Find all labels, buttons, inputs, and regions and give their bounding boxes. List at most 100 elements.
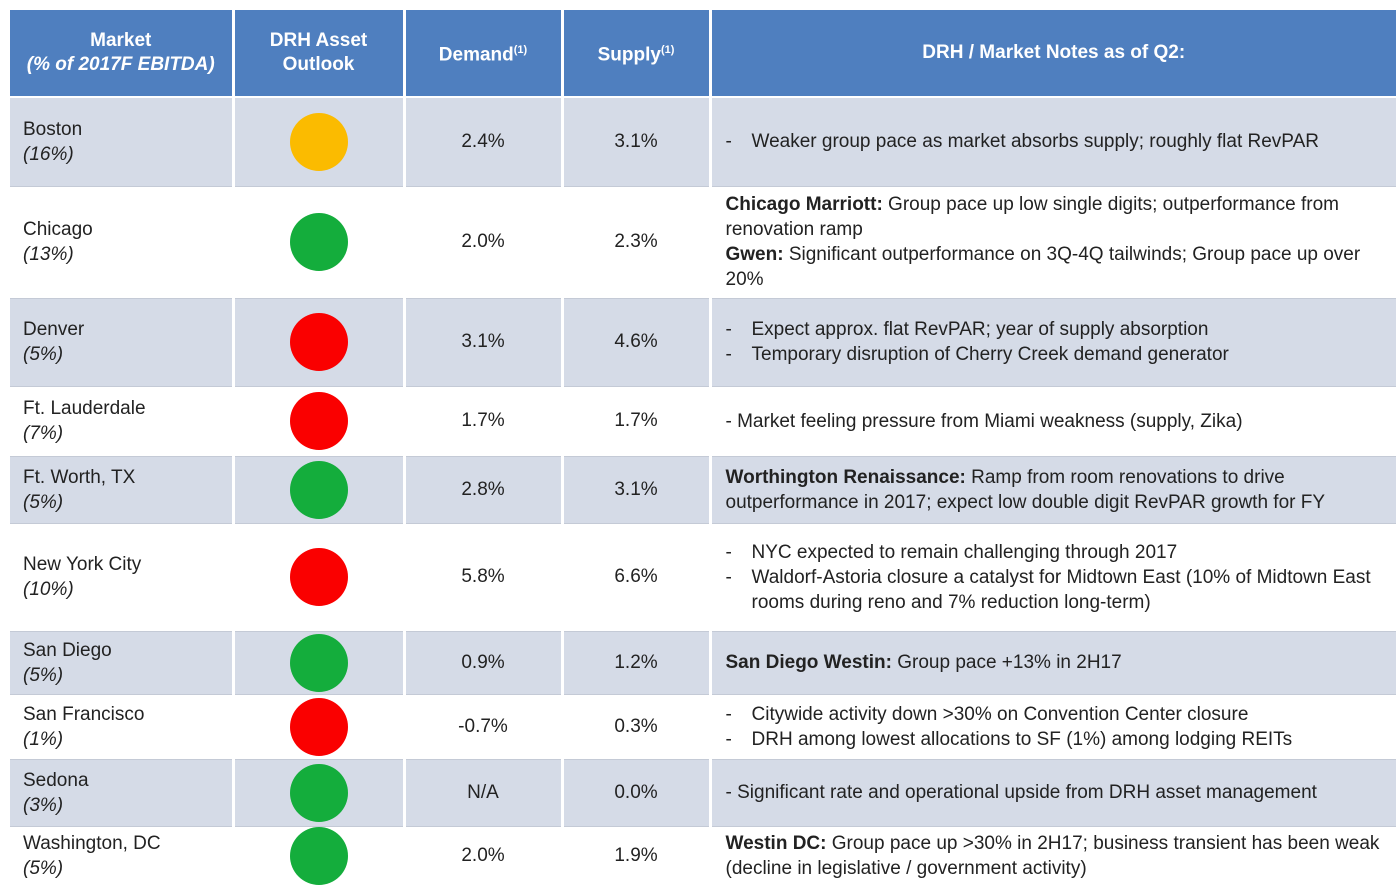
market-cell: Chicago (13%) (10, 186, 235, 299)
note-item: - Market feeling pressure from Miami wea… (726, 409, 1389, 434)
note-lead: Westin DC: (725, 833, 827, 854)
market-cell: Washington, DC (5%) (10, 826, 235, 885)
note-text: NYC expected to remain challenging throu… (751, 541, 1178, 563)
row: Boston (16%) 2.4% 3.1% - Weaker group pace as… (10, 97, 1399, 187)
outlook-cell (233, 97, 406, 187)
market-name: Chicago (23, 219, 93, 240)
market-name: Ft. Worth, TX (23, 466, 136, 488)
market-name: San Francisco (23, 703, 145, 725)
note-text: Citywide activity down >30% on Conventio… (751, 703, 1249, 725)
supply-cell: 3.1% (562, 97, 712, 187)
note-text: Weaker group pace as market absorbs supp… (751, 131, 1319, 153)
note-lead: Gwen: (725, 244, 784, 265)
outlook-cell (233, 386, 406, 457)
note-bullet: - (725, 728, 732, 750)
demand-cell: 2.4% (404, 97, 564, 187)
demand-cell: N/A (404, 759, 564, 827)
note-text: Waldorf-Astoria closure a catalyst for M… (751, 566, 1371, 613)
supply-cell: 6.6% (562, 523, 712, 632)
market-share: (5%) (23, 664, 64, 686)
note-item: San Diego Westin: Group pace +13% in 2H1… (726, 650, 1389, 675)
market-share: (7%) (23, 423, 64, 444)
note-item: - Citywide activity down >30% on Conventi… (726, 702, 1389, 727)
supply-cell: 1.9% (562, 826, 712, 885)
note-item: Westin DC: Group pace up >30% in 2H17; b… (726, 831, 1389, 881)
demand-cell: 3.1% (404, 298, 564, 387)
row: Denver (5%) 3.1% 4.6% - Expect approx. flat R… (10, 298, 1399, 387)
note-text: Group pace +13% in 2H17 (891, 652, 1122, 673)
note-lead: Chicago Marriott: (725, 194, 883, 215)
note-bullet: - (725, 131, 732, 153)
outlook-dot (289, 460, 348, 519)
market-cell: New York City (10%) (10, 523, 235, 632)
notes-cell: - Market feeling pressure from Miami wea… (710, 386, 1399, 457)
market-name: Sedona (23, 769, 89, 791)
market-share: (16%) (23, 143, 74, 165)
demand-cell: 2.0% (404, 826, 564, 885)
note-item: Chicago Marriott: Group pace up low sing… (726, 192, 1389, 242)
note-text: - Significant rate and operational upsid… (725, 782, 1317, 803)
note-text: Expect approx. flat RevPAR; year of supp… (751, 319, 1209, 340)
outlook-cell (233, 456, 406, 524)
market-cell: Boston (16%) (10, 97, 235, 187)
outlook-cell (233, 826, 406, 885)
row: Ft. Worth, TX (5%) 2.8% 3.1% Worthington Ren… (10, 456, 1399, 524)
note-item: - Significant rate and operational upsid… (726, 780, 1389, 805)
market-share: (1%) (23, 728, 64, 750)
market-cell: San Francisco (1%) (10, 694, 235, 760)
outlook-cell (233, 186, 406, 299)
row: Sedona (3%) N/A 0.0% - Significant rate and … (10, 759, 1399, 827)
row: Washington, DC (5%) 2.0% 1.9% Westin DC: Gro… (10, 826, 1399, 885)
notes-cell: Westin DC: Group pace up >30% in 2H17; b… (710, 826, 1399, 885)
outlook-dot (289, 392, 348, 450)
row: Ft. Lauderdale (7%) 1.7% 1.7% - Market feeli… (10, 386, 1399, 457)
supply-cell: 3.1% (562, 456, 712, 524)
market-name: New York City (23, 554, 142, 575)
market-share: (5%) (23, 858, 64, 879)
footnote: (1) (660, 44, 675, 57)
header-row: Market (% of 2017F EBITDA) DRH Asset Outl… (10, 10, 1399, 98)
demand-cell: 5.8% (404, 523, 564, 632)
table-body: Boston (16%) 2.4% 3.1% - Weaker group pace as… (10, 97, 1399, 885)
outlook-cell (233, 631, 406, 695)
demand-header-text: Demand (438, 44, 514, 66)
note-item: - Waldorf-Astoria closure a catalyst for … (726, 565, 1389, 615)
row: New York City (10%) 5.8% 6.6% - NYC expected … (10, 523, 1399, 632)
note-item: - DRH among lowest allocations to SF (1%)… (726, 727, 1389, 752)
outlook-dot (289, 548, 348, 606)
note-item: Worthington Renaissance: Ramp from room … (726, 465, 1389, 515)
note-text: Group pace up low single digits; outperf… (725, 194, 1340, 240)
note-bullet: - (725, 703, 732, 725)
notes-cell: - Citywide activity down >30% on Conventi… (710, 694, 1399, 760)
market-share: (5%) (23, 491, 64, 513)
supply-cell: 2.3% (562, 186, 712, 299)
market-cell: Sedona (3%) (10, 759, 235, 827)
notes-cell: - Expect approx. flat RevPAR; year of sup… (710, 298, 1399, 387)
outlook-header: DRH Asset Outlook (233, 10, 406, 98)
market-cell: Denver (5%) (10, 298, 235, 387)
note-text: Ramp from room renovations to drive outp… (725, 466, 1326, 513)
market-cell: Ft. Lauderdale (7%) (10, 386, 235, 457)
note-text: DRH among lowest allocations to SF (1%) … (751, 728, 1293, 750)
market-name: Ft. Lauderdale (23, 398, 146, 419)
note-item: Gwen: Significant outperformance on 3Q-4… (726, 242, 1389, 292)
market-cell: San Diego (5%) (10, 631, 235, 695)
notes-cell: - Significant rate and operational upsid… (710, 759, 1399, 827)
notes-header: DRH / Market Notes as of Q2: (710, 10, 1399, 98)
market-name: Denver (23, 319, 85, 340)
outlook-cell (233, 694, 406, 760)
demand-cell: 0.9% (404, 631, 564, 695)
note-bullet: - (725, 541, 732, 563)
notes-cell: San Diego Westin: Group pace +13% in 2H1… (710, 631, 1399, 695)
note-item: - Weaker group pace as market absorbs sup… (726, 129, 1389, 154)
supply-cell: 4.6% (562, 298, 712, 387)
market-share: (5%) (23, 344, 64, 365)
outlook-dot (289, 633, 348, 692)
supply-cell: 1.7% (562, 386, 712, 457)
market-header-title: Market (90, 30, 152, 51)
note-text: Group pace up >30% in 2H17; business tra… (725, 833, 1380, 879)
row: San Francisco (1%) -0.7% 0.3% - Citywide acti… (10, 694, 1399, 760)
outlook-cell (233, 523, 406, 632)
market-cell: Ft. Worth, TX (5%) (10, 456, 235, 524)
demand-cell: 2.0% (404, 186, 564, 299)
